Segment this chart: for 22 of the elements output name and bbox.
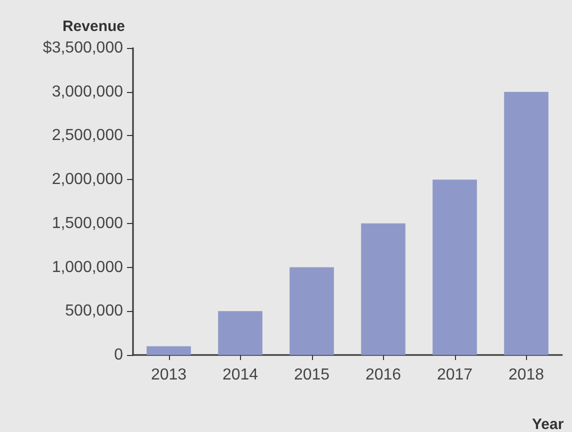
y-axis-title: Revenue [62, 18, 125, 35]
x-axis-title: Year [532, 416, 564, 432]
bar [146, 346, 191, 355]
x-tick-label: 2013 [150, 366, 187, 384]
x-tick-label: 2015 [294, 366, 330, 384]
y-tick-label: 1,000,000 [52, 258, 124, 276]
y-tick-label: 1,500,000 [52, 214, 124, 232]
bar [218, 311, 262, 355]
x-tick-label: 2014 [222, 366, 258, 384]
x-tick-label: 2017 [436, 366, 473, 384]
y-tick-label: 500,000 [65, 302, 124, 320]
y-tick-label: 2,500,000 [52, 127, 124, 144]
bar [504, 92, 548, 355]
y-tick-label: 2,000,000 [52, 171, 124, 188]
y-tick-label: 3,000,000 [52, 83, 124, 100]
x-tick-label: 2016 [365, 366, 402, 384]
bar [290, 267, 334, 355]
x-tick-label: 2018 [508, 366, 544, 384]
y-tick-label: 0 [114, 346, 124, 364]
bar [361, 223, 406, 355]
bar [432, 180, 477, 355]
y-tick-label: $3,500,000 [42, 40, 124, 56]
